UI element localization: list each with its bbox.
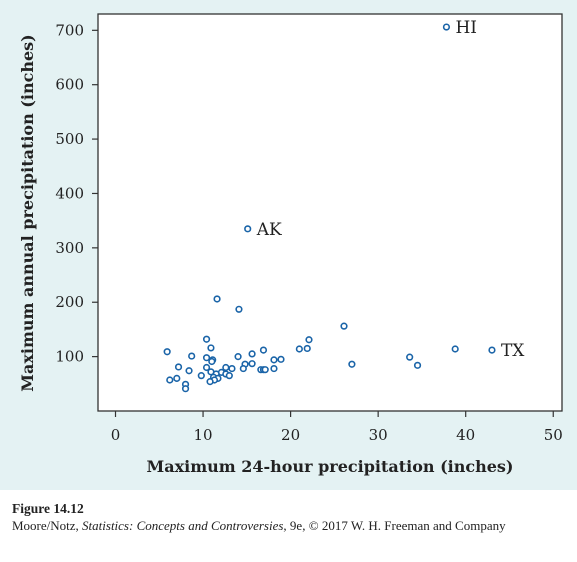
- point-labels: HI AK TX: [256, 18, 526, 361]
- data-point: [166, 376, 174, 384]
- caption-book-title: Statistics: Concepts and Controversies: [82, 518, 284, 533]
- scatter-chart: 0 10 20 30 40 50 100 200 300 400 500 600 700 HI AK TX…: [18, 13, 563, 476]
- y-tick-label: 300: [55, 239, 84, 257]
- data-points: [163, 23, 496, 393]
- data-point: [206, 378, 214, 386]
- data-point: [442, 23, 451, 31]
- data-point: [228, 364, 236, 373]
- data-point: [451, 345, 459, 353]
- data-point: [208, 357, 216, 366]
- data-point: [305, 336, 313, 344]
- x-tick-label: 10: [194, 426, 213, 444]
- y-tick-label: 400: [55, 184, 84, 202]
- data-point: [406, 353, 414, 361]
- caption-credit-authors: Moore/Notz,: [12, 518, 83, 533]
- figure-caption: Figure 14.12 Moore/Notz, Statistics: Con…: [12, 500, 567, 535]
- data-point: [270, 364, 278, 373]
- data-point: [202, 335, 211, 343]
- data-point: [222, 363, 230, 372]
- data-point: [348, 360, 356, 368]
- caption-credit-edition: , 9e, © 2017 W. H. Freeman and Company: [283, 518, 506, 533]
- y-tick-label: 500: [55, 130, 84, 148]
- x-axis: 0 10 20 30 40 50: [111, 411, 563, 444]
- data-point: [259, 346, 268, 354]
- data-point: [202, 354, 211, 362]
- data-point: [244, 225, 252, 233]
- data-point: [188, 352, 196, 360]
- data-point: [340, 322, 348, 330]
- y-axis-title: Maximum annual precipitation (inches): [18, 34, 37, 391]
- x-tick-label: 30: [369, 426, 388, 444]
- data-point: [225, 372, 233, 380]
- figure-panel: 0 10 20 30 40 50 100 200 300 400 500 600 700 HI AK TX…: [0, 0, 577, 490]
- x-tick-label: 40: [456, 426, 475, 444]
- data-point: [239, 364, 247, 373]
- point-label: AK: [256, 220, 282, 240]
- data-point: [202, 363, 211, 372]
- data-point: [270, 356, 278, 364]
- data-point: [303, 344, 311, 353]
- y-tick-label: 200: [55, 293, 84, 311]
- y-tick-label: 700: [55, 21, 84, 39]
- point-label: HI: [455, 18, 477, 38]
- y-tick-label: 600: [55, 76, 84, 94]
- y-tick-label: 100: [55, 348, 84, 366]
- x-tick-label: 0: [111, 426, 121, 444]
- data-point: [174, 363, 183, 371]
- data-point: [277, 355, 285, 363]
- data-point: [173, 374, 181, 382]
- x-tick-label: 20: [281, 426, 300, 444]
- y-axis: 100 200 300 400 500 600 700: [55, 21, 98, 366]
- data-point: [413, 361, 422, 369]
- x-axis-title: Maximum 24-hour precipitation (inches): [147, 457, 514, 476]
- data-point: [295, 345, 303, 353]
- data-point: [197, 372, 205, 380]
- data-point: [181, 385, 190, 393]
- data-point: [234, 353, 242, 361]
- data-point: [488, 346, 496, 354]
- data-point: [235, 305, 243, 313]
- plot-area: [97, 13, 563, 412]
- data-point: [213, 295, 221, 303]
- data-point: [185, 367, 193, 375]
- caption-title: Figure 14.12: [12, 501, 84, 516]
- data-point: [261, 366, 269, 374]
- point-label: TX: [501, 341, 525, 361]
- data-point: [248, 360, 256, 368]
- data-point: [248, 350, 256, 358]
- data-point: [207, 344, 215, 352]
- x-tick-label: 50: [544, 426, 563, 444]
- data-point: [163, 348, 171, 356]
- caption-credit: Moore/Notz, Statistics: Concepts and Con…: [12, 517, 567, 535]
